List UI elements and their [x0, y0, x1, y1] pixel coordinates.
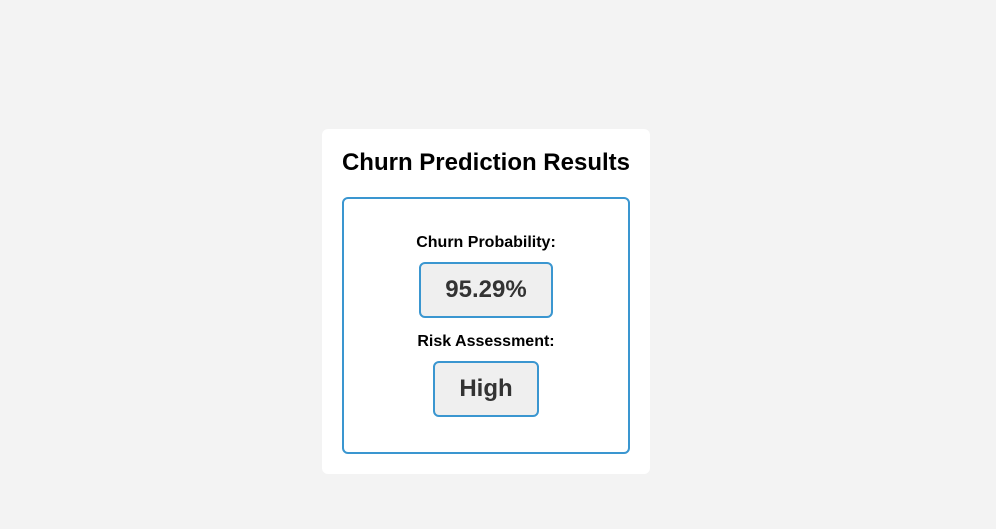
churn-probability-value: 95.29% [419, 262, 553, 318]
result-panel: Churn Probability: 95.29% Risk Assessmen… [342, 197, 630, 454]
results-card: Churn Prediction Results Churn Probabili… [322, 129, 650, 474]
risk-assessment-value: High [433, 361, 539, 417]
card-title: Churn Prediction Results [341, 149, 631, 176]
churn-probability-label: Churn Probability: [416, 234, 556, 251]
risk-assessment-label: Risk Assessment: [417, 333, 555, 350]
